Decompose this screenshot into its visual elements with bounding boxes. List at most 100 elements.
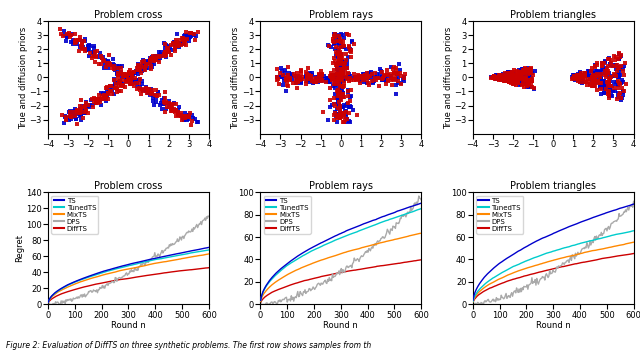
Point	[301, 75, 311, 80]
Point	[314, 75, 324, 81]
Point	[162, 100, 172, 105]
Point	[586, 74, 596, 79]
Point	[328, 38, 338, 44]
Point	[103, 59, 113, 65]
Point	[490, 75, 500, 81]
Point	[600, 59, 611, 65]
Point	[344, 119, 355, 125]
Point	[620, 60, 630, 65]
Point	[132, 87, 142, 92]
Point	[493, 76, 504, 82]
Point	[110, 80, 120, 86]
Point	[336, 60, 346, 66]
Point	[144, 58, 154, 64]
Point	[79, 110, 90, 116]
Point	[504, 76, 515, 81]
Point	[512, 75, 522, 81]
Point	[135, 76, 145, 81]
Point	[337, 64, 348, 70]
Point	[340, 31, 351, 36]
Point	[500, 77, 510, 83]
Point	[147, 87, 157, 93]
Point	[335, 115, 346, 121]
Point	[596, 68, 606, 74]
Point	[340, 65, 350, 71]
Point	[340, 117, 351, 122]
Point	[337, 60, 348, 65]
Point	[516, 78, 527, 84]
Point	[330, 110, 340, 115]
Point	[84, 42, 94, 48]
Point	[353, 73, 364, 78]
Point	[366, 75, 376, 81]
Point	[180, 42, 191, 48]
Point	[329, 31, 339, 37]
Point	[354, 75, 364, 81]
Point	[333, 76, 344, 82]
Point	[341, 75, 351, 80]
Point	[579, 74, 589, 79]
Point	[170, 46, 180, 51]
Point	[508, 73, 518, 78]
Point	[173, 111, 183, 117]
Point	[499, 77, 509, 82]
Point	[119, 71, 129, 77]
Point	[332, 51, 342, 57]
Point	[511, 72, 521, 78]
Point	[150, 57, 161, 63]
Point	[122, 75, 132, 80]
Point	[509, 81, 519, 87]
Point	[81, 47, 92, 52]
Point	[351, 74, 362, 80]
Point	[143, 88, 153, 94]
Point	[147, 55, 157, 61]
Point	[568, 74, 579, 80]
Point	[604, 86, 614, 91]
Point	[164, 104, 174, 110]
Point	[577, 75, 588, 81]
Point	[108, 84, 118, 89]
Point	[168, 40, 179, 46]
Point	[337, 111, 348, 116]
Point	[179, 117, 189, 123]
Point	[113, 79, 124, 85]
Point	[333, 96, 343, 101]
Point	[102, 61, 112, 66]
Point	[77, 108, 88, 114]
Point	[157, 52, 167, 57]
Point	[588, 78, 598, 83]
Point	[595, 72, 605, 77]
Point	[83, 45, 93, 51]
Point	[604, 80, 614, 86]
Point	[76, 97, 86, 103]
Point	[149, 93, 159, 99]
Point	[76, 41, 86, 46]
Point	[127, 74, 137, 80]
Point	[61, 31, 72, 36]
Point	[501, 75, 511, 81]
Point	[337, 59, 348, 65]
Point	[328, 76, 338, 82]
Point	[172, 31, 182, 37]
Point	[503, 78, 513, 84]
Point	[345, 95, 355, 100]
Point	[387, 82, 397, 88]
Point	[172, 39, 182, 45]
Point	[514, 75, 524, 80]
Point	[588, 78, 598, 84]
Point	[525, 65, 536, 71]
Point	[74, 44, 84, 50]
Point	[515, 71, 525, 76]
Point	[364, 73, 374, 79]
Point	[165, 108, 175, 113]
Point	[341, 109, 351, 115]
Point	[305, 70, 315, 76]
Point	[337, 55, 347, 61]
Point	[333, 51, 344, 57]
Point	[172, 44, 182, 49]
Point	[493, 74, 504, 79]
Point	[331, 62, 341, 68]
Point	[90, 50, 100, 55]
Point	[335, 115, 345, 121]
Point	[335, 81, 346, 86]
